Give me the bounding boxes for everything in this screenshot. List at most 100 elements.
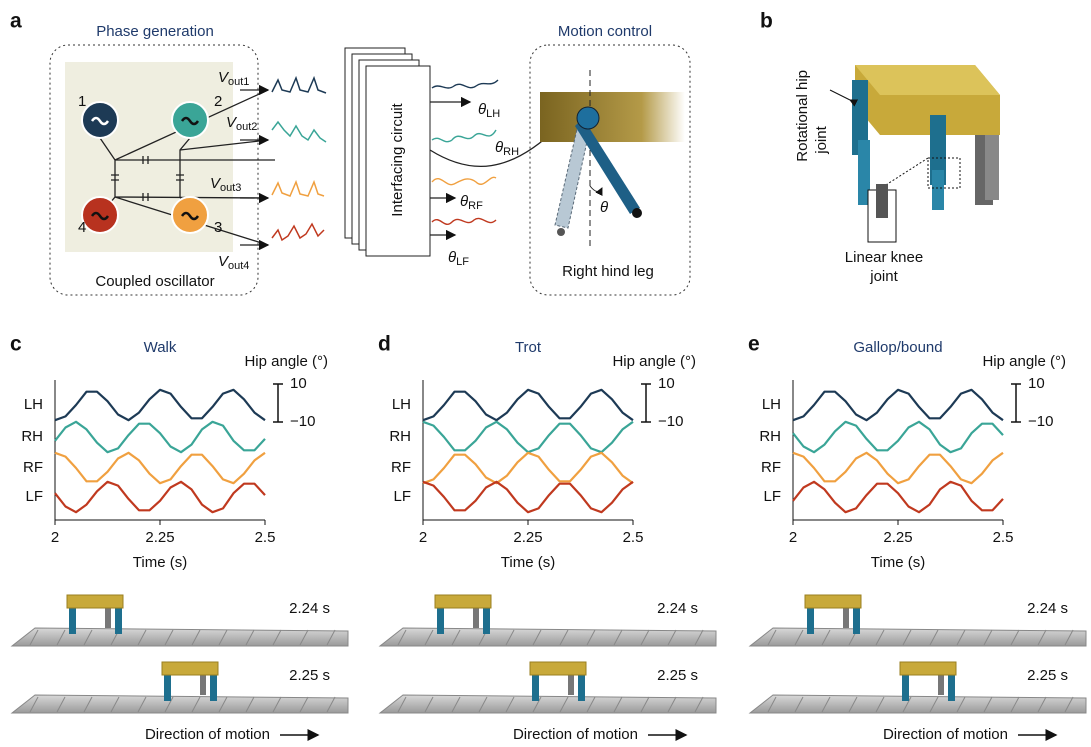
series-label: LH [392, 396, 411, 413]
x-tick-label: 2 [789, 529, 797, 546]
angle-label: θLH [478, 101, 500, 120]
trace [423, 453, 633, 483]
robot-leg [807, 606, 814, 634]
robot-leg [210, 673, 217, 701]
output-arrows [240, 90, 268, 245]
robot-leg [69, 606, 76, 634]
hip-body [540, 92, 685, 142]
panel-letter: d [378, 333, 391, 356]
robot-body-top [855, 65, 1000, 95]
angle-label: θRF [460, 193, 483, 212]
robot-leg [437, 606, 444, 634]
series-label: RF [23, 459, 43, 476]
trace [423, 482, 633, 512]
treadmill [12, 628, 348, 646]
snapshot-time: 2.24 s [657, 600, 698, 617]
theta-label: θ [600, 199, 608, 216]
hip-pointer [830, 90, 850, 100]
panel-b: b Rotational hip joint Linear knee joint [760, 10, 1000, 285]
x-axis-label: Time (s) [871, 554, 925, 571]
hip-joint-label: joint [813, 125, 830, 154]
trace [55, 422, 265, 452]
scale-tick-label: 10 [290, 375, 307, 392]
robot-body [162, 662, 218, 675]
series-label: RH [21, 428, 43, 445]
panel-letter: b [760, 10, 773, 33]
output-label: Vout2 [226, 114, 257, 133]
output-label: Vout4 [218, 253, 249, 272]
robot-leg [200, 673, 206, 695]
y-axis-label: Hip angle (°) [612, 353, 696, 370]
snapshot-time: 2.25 s [289, 667, 330, 684]
x-tick-label: 2.5 [255, 529, 276, 546]
figure: a Phase generation Motion control 1 2 4 … [0, 0, 1091, 747]
robot-leg [902, 673, 909, 701]
oscillator-number: 2 [214, 93, 222, 110]
treadmill [750, 695, 1086, 713]
series-label: LF [393, 488, 411, 505]
x-axis-label: Time (s) [501, 554, 555, 571]
robot-leg [483, 606, 490, 634]
scale-tick-label: −10 [290, 413, 315, 430]
trace [423, 422, 633, 452]
panel-letter: c [10, 333, 22, 356]
angle-label: θLF [448, 249, 469, 268]
robot-leg [948, 673, 955, 701]
output-waveforms [272, 78, 326, 240]
trace [793, 390, 1003, 420]
direction-label: Direction of motion [145, 726, 270, 743]
snapshot-time: 2.24 s [289, 600, 330, 617]
knee-joint-label: joint [869, 268, 898, 285]
x-tick-label: 2 [51, 529, 59, 546]
chart-title: Trot [515, 339, 542, 356]
treadmill [380, 628, 716, 646]
treadmill [380, 695, 716, 713]
y-axis-label: Hip angle (°) [244, 353, 328, 370]
ghost-foot [557, 228, 565, 236]
x-tick-label: 2 [419, 529, 427, 546]
leg [932, 170, 944, 210]
x-tick-label: 2.25 [145, 529, 174, 546]
robot-body [67, 595, 123, 608]
trace [793, 482, 1003, 512]
scale-tick-label: −10 [658, 413, 683, 430]
chart-title: Gallop/bound [853, 339, 942, 356]
oscillator-number: 3 [214, 219, 222, 236]
output-label: Vout1 [218, 69, 249, 88]
chart-title: Walk [144, 339, 177, 356]
phase-generation-title: Phase generation [96, 23, 214, 40]
hip-joint-label: Rotational hip [794, 70, 811, 162]
y-axis-label: Hip angle (°) [982, 353, 1066, 370]
series-label: RH [759, 428, 781, 445]
x-tick-label: 2.25 [513, 529, 542, 546]
scale-tick-label: 10 [1028, 375, 1045, 392]
robot-body [530, 662, 586, 675]
robot-leg [473, 606, 479, 628]
trace [423, 390, 633, 420]
x-tick-label: 2.25 [883, 529, 912, 546]
angle-label: θRH [495, 139, 519, 158]
treadmill [12, 695, 348, 713]
back-leg [985, 130, 999, 200]
robot-body [900, 662, 956, 675]
robot-body [805, 595, 861, 608]
robot-leg [853, 606, 860, 634]
panel-letter: a [10, 10, 22, 33]
leg-label: Right hind leg [562, 263, 654, 280]
panel-letter: e [748, 333, 760, 356]
knee-detail [876, 184, 888, 218]
series-label: LH [762, 396, 781, 413]
trace [55, 390, 265, 420]
angle-arc [590, 186, 602, 192]
interfacing-label: Interfacing circuit [389, 102, 406, 216]
robot-leg [568, 673, 574, 695]
direction-label: Direction of motion [513, 726, 638, 743]
panel-a: a Phase generation Motion control 1 2 4 … [10, 10, 690, 295]
series-label: RH [389, 428, 411, 445]
trace [55, 482, 265, 512]
robot-leg [115, 606, 122, 634]
coupled-oscillator-label: Coupled oscillator [95, 273, 214, 290]
robot-leg [578, 673, 585, 701]
series-label: LF [763, 488, 781, 505]
series-label: RF [761, 459, 781, 476]
